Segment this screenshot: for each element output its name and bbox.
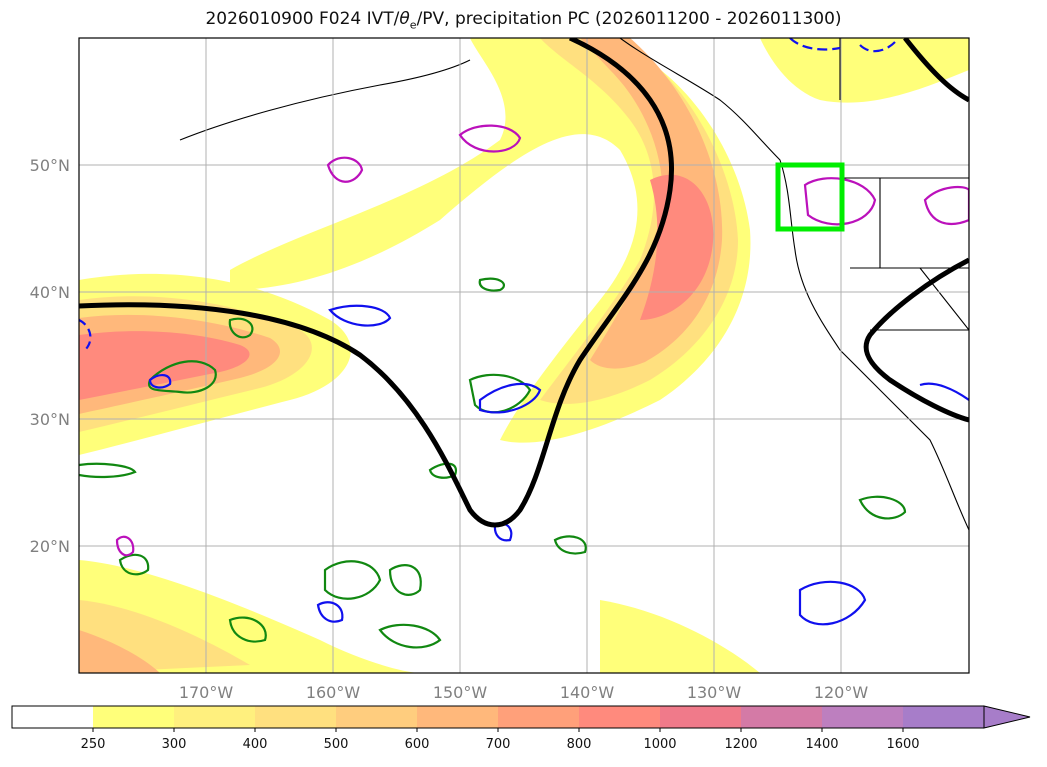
black-isoline <box>79 38 969 528</box>
map-title: 2026010900 F024 IVT/θe/PV, precipitation… <box>205 9 842 32</box>
lon-tick-label: 150°W <box>433 683 488 702</box>
colorbar-swatch <box>822 706 904 728</box>
colorbar-tick-label: 400 <box>243 737 268 752</box>
lat-tick-labels: 50°N 40°N 30°N 20°N <box>30 156 70 556</box>
map-frame <box>78 37 970 674</box>
lon-tick-label: 140°W <box>560 683 615 702</box>
colorbar-extend-arrow <box>983 705 1031 729</box>
lon-tick-label: 170°W <box>179 683 234 702</box>
blue-contours <box>79 38 969 626</box>
colorbar-tick-label: 600 <box>405 737 430 752</box>
colorbar: 250 300 400 500 600 700 800 1000 1200 1400 1600 <box>11 705 1031 752</box>
ivt-shading <box>79 38 969 673</box>
colorbar-swatch <box>417 706 499 728</box>
colorbar-swatch <box>903 706 985 728</box>
green-contours <box>79 277 907 649</box>
colorbar-swatch <box>579 706 661 728</box>
region-highlight-box <box>775 162 845 232</box>
colorbar-swatch <box>336 706 418 728</box>
lon-tick-labels: 170°W 160°W 150°W 140°W 130°W 120°W <box>179 683 869 702</box>
colorbar-tick-label: 500 <box>324 737 349 752</box>
colorbar-swatch <box>498 706 580 728</box>
lat-tick-label: 40°N <box>30 283 70 302</box>
colorbar-swatch <box>93 706 175 728</box>
colorbar-tick-label: 800 <box>567 737 592 752</box>
colorbar-tick-label: 700 <box>486 737 511 752</box>
colorbar-tick-label: 1000 <box>643 737 676 752</box>
colorbar-tick-label: 1600 <box>886 737 919 752</box>
lon-tick-label: 120°W <box>814 683 869 702</box>
colorbar-swatch <box>741 706 823 728</box>
colorbar-tick-label: 1400 <box>805 737 838 752</box>
colorbar-swatch <box>255 706 337 728</box>
lon-tick-label: 130°W <box>687 683 742 702</box>
colorbar-swatch <box>12 706 94 728</box>
colorbar-swatch <box>174 706 256 728</box>
coastlines <box>179 38 969 531</box>
lat-tick-label: 30°N <box>30 410 70 429</box>
colorbar-swatch <box>660 706 742 728</box>
colorbar-tick-label: 1200 <box>724 737 757 752</box>
magenta-contours <box>115 124 969 557</box>
lat-tick-label: 50°N <box>30 156 70 175</box>
colorbar-tick-label: 300 <box>162 737 187 752</box>
lon-tick-label: 160°W <box>306 683 361 702</box>
lat-tick-label: 20°N <box>30 537 70 556</box>
colorbar-tick-label: 250 <box>81 737 106 752</box>
